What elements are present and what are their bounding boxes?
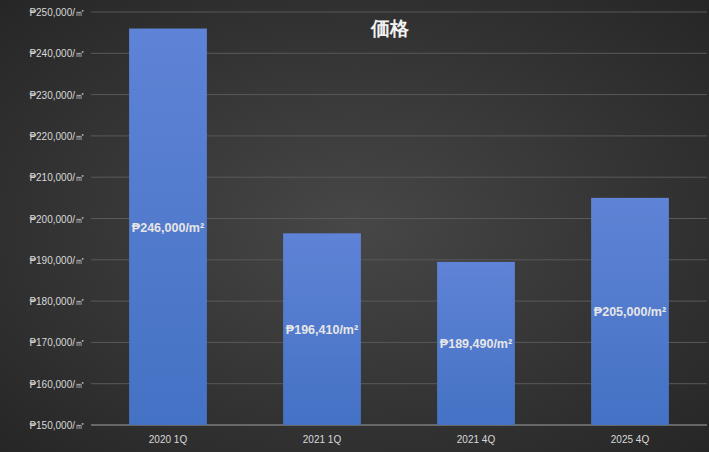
y-tick-label: ₱150,000/㎡ (29, 420, 85, 431)
y-tick-label: ₱220,000/㎡ (29, 131, 85, 142)
bar (591, 198, 669, 425)
x-tick-label: 2021 4Q (457, 434, 496, 445)
bars (129, 29, 669, 425)
x-tick-label: 2021 1Q (303, 434, 342, 445)
y-tick-label: ₱160,000/㎡ (29, 379, 85, 390)
x-tick-label: 2025 4Q (611, 434, 650, 445)
y-tick-label: ₱190,000/㎡ (29, 255, 85, 266)
y-tick-label: ₱250,000/㎡ (29, 7, 85, 18)
bar (283, 233, 361, 425)
y-tick-label: ₱200,000/㎡ (29, 214, 85, 225)
grid-line (91, 12, 707, 13)
y-tick-label: ₱180,000/㎡ (29, 296, 85, 307)
data-label: ₱205,000/m² (594, 305, 666, 319)
y-tick-label: ₱210,000/㎡ (29, 172, 85, 183)
data-label: ₱196,410/m² (286, 323, 358, 337)
data-label: ₱246,000/m² (132, 221, 204, 235)
y-tick-label: ₱230,000/㎡ (29, 90, 85, 101)
y-tick-label: ₱170,000/㎡ (29, 337, 85, 348)
bar (437, 262, 515, 425)
data-label: ₱189,490/m² (440, 337, 512, 351)
title: 価格 (370, 18, 410, 39)
chart: ₱150,000/㎡ ₱160,000/㎡ ₱170,000/㎡ ₱180,000/㎡… (0, 0, 709, 452)
bar (129, 29, 207, 425)
x-tick-label: 2020 1Q (149, 434, 188, 445)
y-tick-label: ₱240,000/㎡ (29, 48, 85, 59)
